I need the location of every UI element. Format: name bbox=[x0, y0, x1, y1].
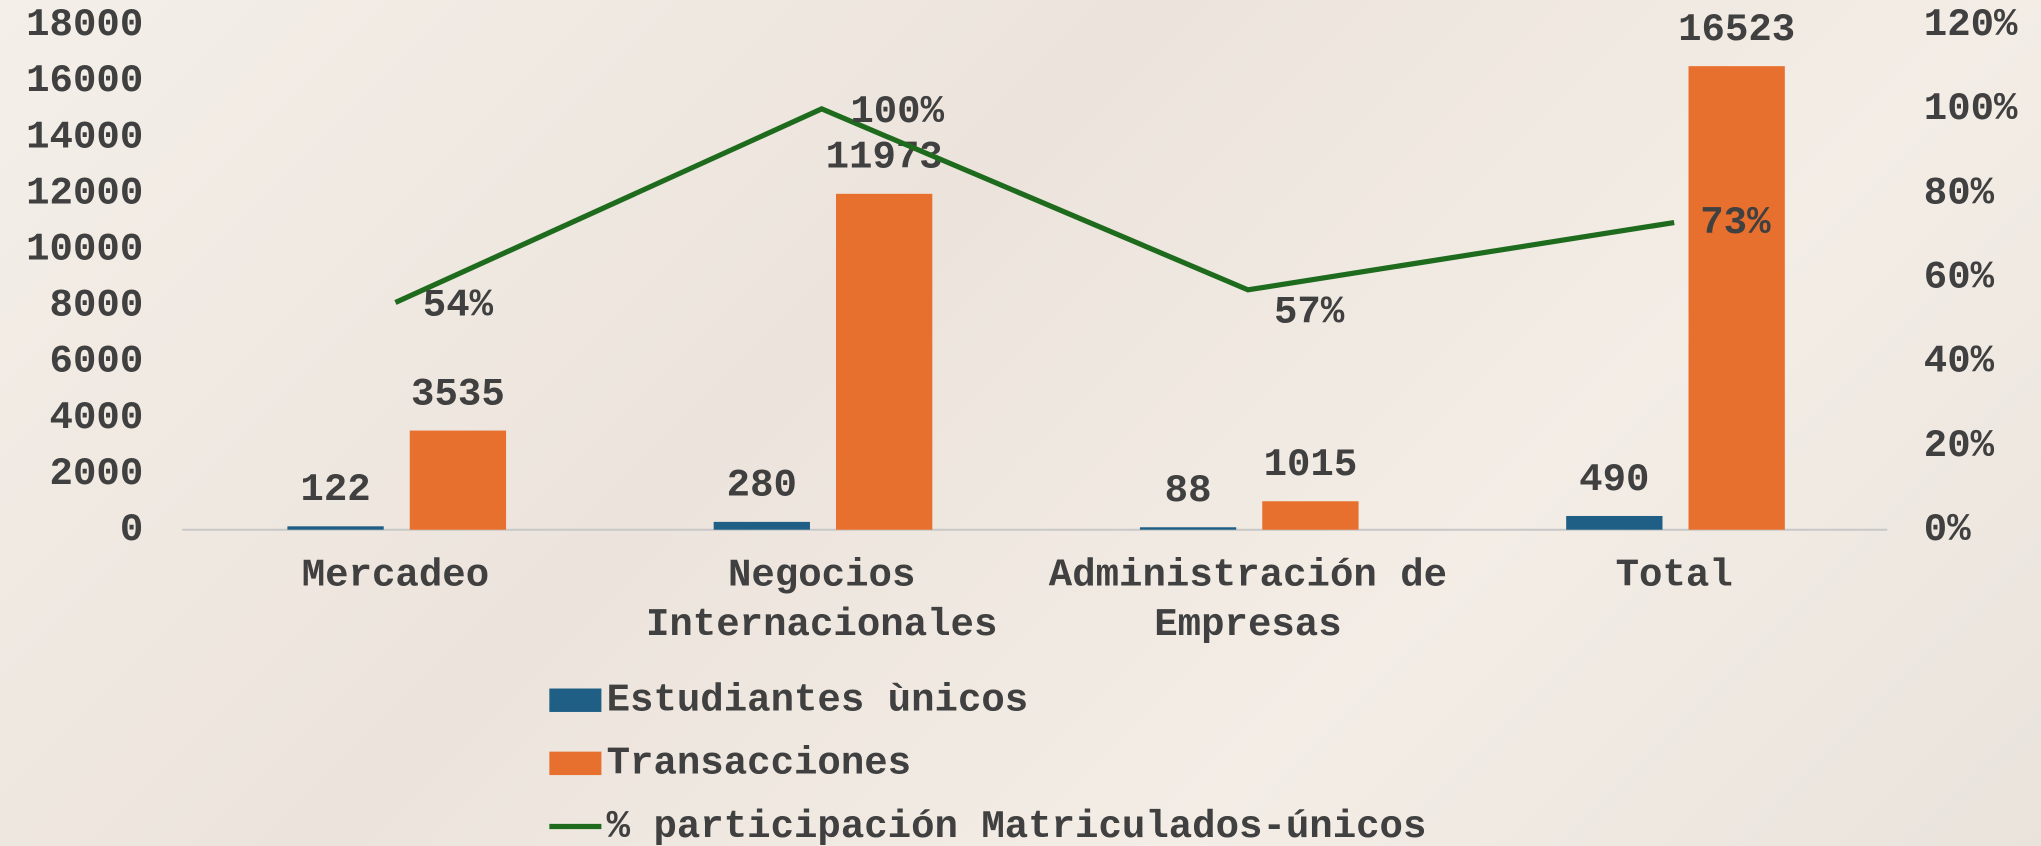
y2-tick-label: 0% bbox=[1924, 507, 1971, 552]
bar bbox=[1688, 66, 1785, 530]
category-label-text: Administración de Empresas bbox=[1048, 554, 1448, 649]
y-tick-label: 6000 bbox=[50, 339, 144, 384]
bar bbox=[287, 526, 384, 530]
bar bbox=[713, 521, 810, 530]
data-label: 122 bbox=[300, 467, 370, 512]
y-tick-label: 16000 bbox=[26, 58, 143, 103]
x-tick-label: Mercadeo bbox=[301, 554, 490, 599]
y-tick-label: 0 bbox=[120, 507, 143, 552]
y-tick-label: 18000 bbox=[26, 2, 143, 47]
bar bbox=[1262, 501, 1359, 530]
legend-swatch bbox=[549, 688, 602, 712]
line-data-label: 100% bbox=[850, 89, 944, 134]
legend-label: Transacciones bbox=[607, 741, 912, 786]
data-label: 490 bbox=[1579, 457, 1649, 502]
y-tick-label: 8000 bbox=[50, 283, 144, 328]
data-label: 1015 bbox=[1264, 442, 1358, 487]
line bbox=[394, 106, 1675, 305]
y2-tick-label: 100% bbox=[1924, 86, 2018, 131]
y2-tick-label: 20% bbox=[1924, 423, 1995, 468]
data-label: 280 bbox=[727, 463, 797, 508]
line-data-label: 54% bbox=[423, 282, 494, 327]
x-tick-label: Negocios Internacionales bbox=[645, 554, 998, 649]
legend-label: % participación Matriculados-únicos bbox=[607, 804, 1427, 846]
y-tick-label: 2000 bbox=[50, 451, 144, 496]
bar bbox=[409, 430, 507, 530]
y2-tick-label: 120% bbox=[1924, 2, 2018, 47]
y-tick-label: 4000 bbox=[50, 395, 144, 440]
data-label: 16523 bbox=[1678, 7, 1795, 52]
line-data-label: 57% bbox=[1274, 289, 1345, 334]
data-label: 3535 bbox=[411, 371, 505, 416]
category-label-text: Negocios Internacionales bbox=[645, 554, 998, 649]
y2-tick-label: 40% bbox=[1924, 339, 1995, 384]
y-tick-label: 10000 bbox=[26, 226, 143, 271]
y-tick-label: 12000 bbox=[26, 170, 143, 215]
data-label: 88 bbox=[1165, 468, 1212, 513]
bar bbox=[1566, 515, 1663, 530]
y2-tick-label: 80% bbox=[1924, 170, 1995, 215]
line-data-label: 73% bbox=[1700, 200, 1771, 245]
data-label: 11973 bbox=[826, 135, 943, 180]
category-label-text: Mercadeo bbox=[301, 554, 490, 599]
x-tick-label: Administración de Empresas bbox=[1048, 554, 1448, 649]
y2-tick-label: 60% bbox=[1924, 255, 1995, 300]
y-tick-label: 14000 bbox=[26, 114, 143, 159]
bar bbox=[836, 193, 933, 530]
bar bbox=[1139, 527, 1237, 530]
category-label-text: Total bbox=[1615, 554, 1733, 599]
x-tick-label: Total bbox=[1615, 554, 1733, 599]
legend-swatch bbox=[549, 751, 602, 776]
legend-label: Estudiantes ùnicos bbox=[607, 678, 1029, 723]
